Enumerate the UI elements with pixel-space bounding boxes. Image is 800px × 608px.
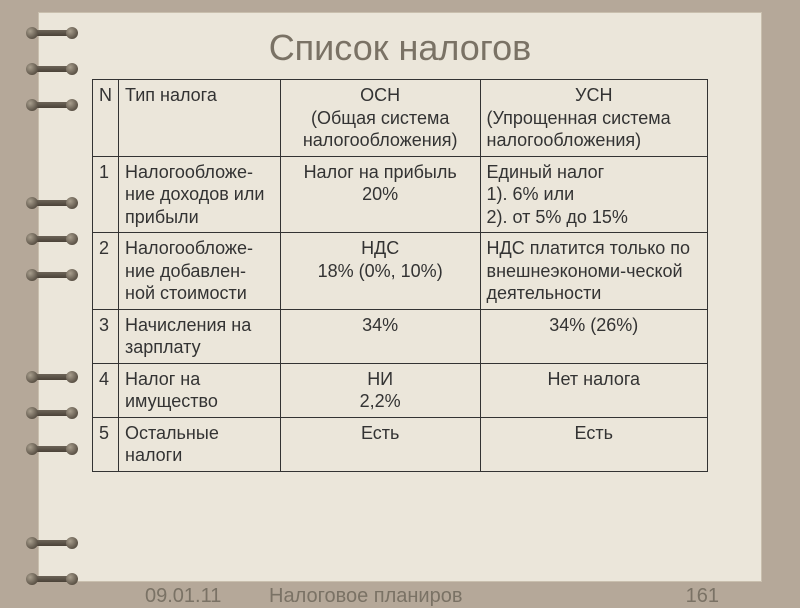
usn-header-line1: УСН bbox=[487, 84, 701, 107]
cell-usn-line: Единый налог bbox=[487, 161, 701, 184]
spiral-binding bbox=[30, 6, 90, 586]
cell-osn-line: Налог на прибыль bbox=[287, 161, 474, 184]
footer-date: 09.01.11 bbox=[145, 585, 221, 608]
cell-osn-line: Есть bbox=[287, 422, 474, 445]
binding-ring bbox=[30, 196, 78, 210]
tax-table: N Тип налога ОСН (Общая система налогооб… bbox=[92, 79, 708, 472]
cell-n: 3 bbox=[93, 309, 119, 363]
footer-name: Налоговое планиров bbox=[269, 585, 462, 608]
cell-usn: Нет налога bbox=[480, 363, 707, 417]
cell-type: Остальные налоги bbox=[119, 417, 281, 471]
table-row: 4Налог на имуществоНИ2,2%Нет налога bbox=[93, 363, 708, 417]
col-n-header: N bbox=[93, 80, 119, 157]
col-type-header: Тип налога bbox=[119, 80, 281, 157]
slide-canvas: Список налогов N Тип налога ОСН (Общая с… bbox=[38, 12, 762, 582]
slide-title: Список налогов bbox=[39, 13, 761, 79]
cell-osn-line: 2,2% bbox=[287, 390, 474, 413]
cell-osn-line: НДС bbox=[287, 237, 474, 260]
col-usn-header: УСН (Упрощенная система налогообложения) bbox=[480, 80, 707, 157]
cell-type: Начисления на зарплату bbox=[119, 309, 281, 363]
osn-header-line2: (Общая система налогообложения) bbox=[287, 107, 474, 152]
cell-usn: Единый налог1). 6% или2). от 5% до 15% bbox=[480, 156, 707, 233]
table-row: 1Налогообложе-ние доходов или прибылиНал… bbox=[93, 156, 708, 233]
cell-usn-line: 34% (26%) bbox=[487, 314, 701, 337]
osn-header-line1: ОСН bbox=[287, 84, 474, 107]
cell-osn: Есть bbox=[280, 417, 480, 471]
cell-osn-line: НИ bbox=[287, 368, 474, 391]
footer-page: 161 bbox=[686, 585, 719, 608]
cell-usn: 34% (26%) bbox=[480, 309, 707, 363]
cell-type: Налог на имущество bbox=[119, 363, 281, 417]
binding-ring bbox=[30, 406, 78, 420]
binding-ring bbox=[30, 98, 78, 112]
cell-usn-line: НДС платится только по внешнеэкономи-чес… bbox=[487, 237, 701, 305]
binding-ring bbox=[30, 62, 78, 76]
binding-ring bbox=[30, 442, 78, 456]
col-osn-header: ОСН (Общая система налогообложения) bbox=[280, 80, 480, 157]
binding-ring bbox=[30, 232, 78, 246]
binding-ring bbox=[30, 370, 78, 384]
binding-ring bbox=[30, 572, 78, 586]
cell-usn-line: 1). 6% или bbox=[487, 183, 701, 206]
cell-usn: НДС платится только по внешнеэкономи-чес… bbox=[480, 233, 707, 310]
cell-usn-line: 2). от 5% до 15% bbox=[487, 206, 701, 229]
table-row: 5Остальные налоги Есть Есть bbox=[93, 417, 708, 471]
cell-osn: 34% bbox=[280, 309, 480, 363]
cell-type: Налогообложе-ние добавлен-ной стоимости bbox=[119, 233, 281, 310]
binding-ring bbox=[30, 268, 78, 282]
cell-usn-line: Нет налога bbox=[487, 368, 701, 391]
binding-ring bbox=[30, 26, 78, 40]
binding-ring bbox=[30, 536, 78, 550]
table-row: 3Начисления на зарплату 34% 34% (26%) bbox=[93, 309, 708, 363]
cell-osn-line: 20% bbox=[287, 183, 474, 206]
cell-n: 1 bbox=[93, 156, 119, 233]
cell-usn: Есть bbox=[480, 417, 707, 471]
cell-osn-line: 34% bbox=[287, 314, 474, 337]
cell-osn-line: 18% (0%, 10%) bbox=[287, 260, 474, 283]
table-header-row: N Тип налога ОСН (Общая система налогооб… bbox=[93, 80, 708, 157]
cell-usn-line: Есть bbox=[487, 422, 701, 445]
cell-n: 5 bbox=[93, 417, 119, 471]
cell-osn: НИ2,2% bbox=[280, 363, 480, 417]
cell-type: Налогообложе-ние доходов или прибыли bbox=[119, 156, 281, 233]
cell-osn: Налог на прибыль20% bbox=[280, 156, 480, 233]
cell-osn: НДС18% (0%, 10%) bbox=[280, 233, 480, 310]
usn-header-line2: (Упрощенная система налогообложения) bbox=[487, 107, 701, 152]
table-row: 2Налогообложе-ние добавлен-ной стоимости… bbox=[93, 233, 708, 310]
cell-n: 4 bbox=[93, 363, 119, 417]
cell-n: 2 bbox=[93, 233, 119, 310]
